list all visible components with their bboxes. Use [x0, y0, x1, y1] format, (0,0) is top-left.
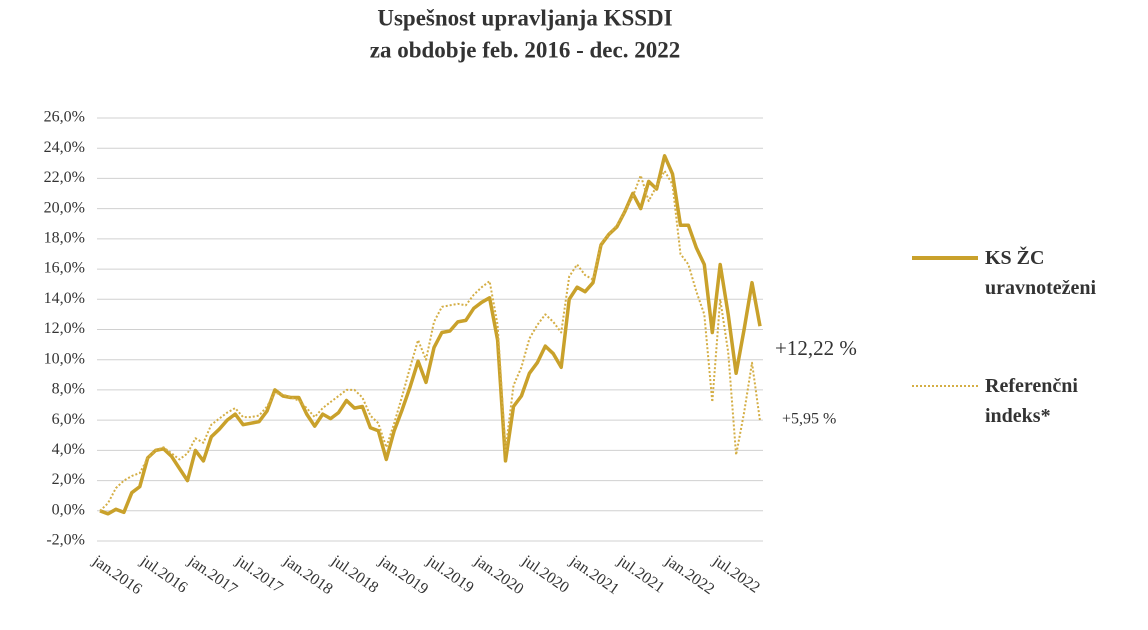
- x-tick-label: jan.2020: [470, 552, 526, 598]
- annotation: +12,22 %: [775, 336, 857, 360]
- x-tick-label: jan.2021: [566, 552, 622, 598]
- y-tick-label: 26,0%: [44, 109, 85, 126]
- y-tick-label: -2,0%: [46, 532, 85, 549]
- y-tick-label: 14,0%: [44, 290, 85, 307]
- y-tick-label: 22,0%: [44, 169, 85, 186]
- y-tick-label: 8,0%: [52, 381, 85, 398]
- legend-label: Referenčni indeks*: [985, 375, 1078, 427]
- chart-title: Uspešnost upravljanja KSSDI: [377, 5, 672, 30]
- y-tick-label: 6,0%: [52, 411, 85, 428]
- series-line: [99, 169, 761, 512]
- y-tick-label: 16,0%: [44, 260, 85, 277]
- x-tick-label: jul.2019: [423, 552, 477, 597]
- y-tick-label: 24,0%: [44, 139, 85, 156]
- x-tick-label: jul.2016: [136, 552, 190, 597]
- y-tick-label: 10,0%: [44, 350, 85, 367]
- x-tick-label: jan.2016: [89, 552, 145, 598]
- y-tick-label: 2,0%: [52, 471, 85, 488]
- x-tick-label: jul.2022: [709, 552, 763, 597]
- series-line: [99, 154, 762, 516]
- y-tick-label: 0,0%: [52, 501, 85, 518]
- y-tick-label: 4,0%: [52, 441, 85, 458]
- y-tick-label: 12,0%: [44, 320, 85, 337]
- x-tick-label: jul.2021: [614, 552, 668, 597]
- chart-subtitle: za obdobje feb. 2016 - dec. 2022: [370, 37, 680, 62]
- x-tick-label: jul.2018: [327, 552, 381, 597]
- x-tick-label: jan.2018: [280, 552, 336, 598]
- x-tick-label: jan.2022: [661, 552, 717, 598]
- x-tick-label: jul.2020: [518, 552, 572, 597]
- x-tick-label: jul.2017: [232, 552, 286, 597]
- x-tick-label: jan.2019: [375, 552, 431, 598]
- annotation: +5,95 %: [782, 411, 836, 428]
- legend-label: KS ŽC uravnoteženi: [985, 247, 1097, 299]
- y-tick-label: 20,0%: [44, 199, 85, 216]
- x-tick-label: jan.2017: [184, 552, 240, 598]
- y-tick-label: 18,0%: [44, 230, 85, 247]
